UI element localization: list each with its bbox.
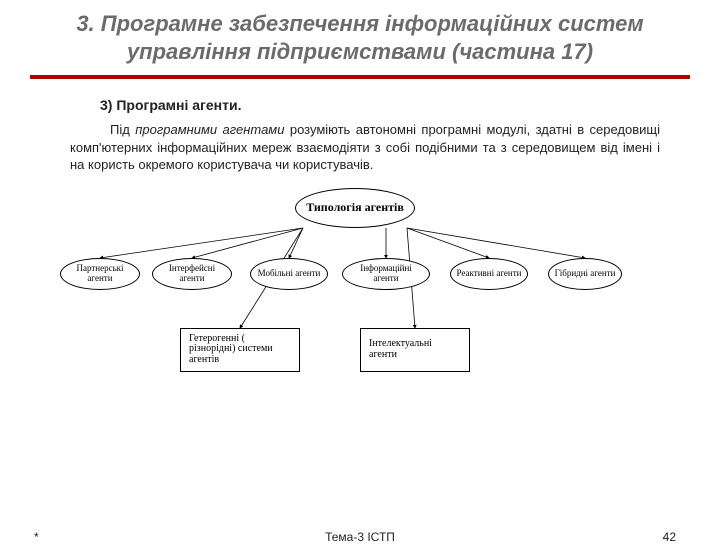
diagram-node-n5: Реактивні агенти [450, 258, 528, 290]
footer-center: Тема-3 ІСТП [0, 530, 720, 544]
diagram-node-n6: Гібридні агенти [548, 258, 622, 290]
diagram-node-n4: Інформаційні агенти [342, 258, 430, 290]
section-subhead: 3) Програмні агенти. [100, 97, 660, 113]
para-emph: програмними агентами [135, 122, 284, 137]
diagram-node-b2: Інтелектуальні агенти [360, 328, 470, 372]
typology-diagram: Типологія агентів Партнерські агенти Інтер… [50, 188, 670, 378]
body-paragraph: Під програмними агентами розуміють автон… [70, 121, 660, 174]
diagram-node-n1: Партнерські агенти [60, 258, 140, 290]
para-before: Під [110, 122, 135, 137]
diagram-node-root: Типологія агентів [295, 188, 415, 228]
diagram-node-n3: Мобільні агенти [250, 258, 328, 290]
diagram-node-b1: Гетерогенні ( різнорідні) системи агенті… [180, 328, 300, 372]
footer-right: 42 [663, 530, 676, 544]
diagram-node-n2: Інтерфейсні агенти [152, 258, 232, 290]
slide-title: 3. Програмне забезпечення інформаційних … [0, 0, 720, 71]
title-rule [30, 75, 690, 79]
